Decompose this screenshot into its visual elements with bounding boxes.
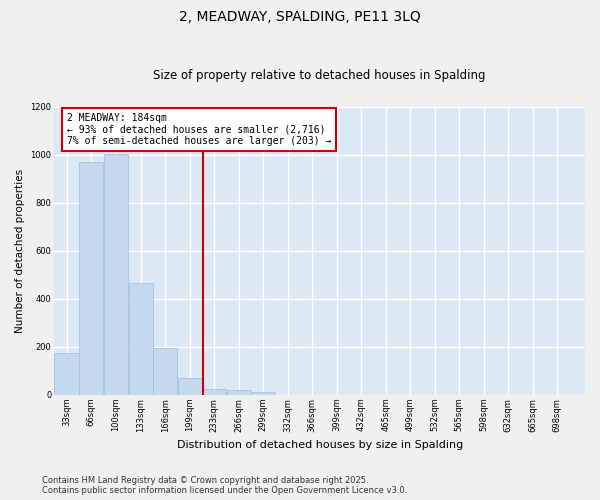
X-axis label: Distribution of detached houses by size in Spalding: Distribution of detached houses by size … [176, 440, 463, 450]
Bar [251, 392, 275, 395]
Bar [153, 348, 178, 395]
Bar [128, 283, 153, 395]
Title: Size of property relative to detached houses in Spalding: Size of property relative to detached ho… [154, 69, 486, 82]
Bar [55, 353, 79, 395]
Y-axis label: Number of detached properties: Number of detached properties [15, 169, 25, 333]
Bar [178, 378, 202, 395]
Text: Contains HM Land Registry data © Crown copyright and database right 2025.
Contai: Contains HM Land Registry data © Crown c… [42, 476, 407, 495]
Text: 2, MEADWAY, SPALDING, PE11 3LQ: 2, MEADWAY, SPALDING, PE11 3LQ [179, 10, 421, 24]
Bar [104, 154, 128, 395]
Bar [79, 162, 103, 395]
Bar [202, 389, 226, 395]
Text: 2 MEADWAY: 184sqm
← 93% of detached houses are smaller (2,716)
7% of semi-detach: 2 MEADWAY: 184sqm ← 93% of detached hous… [67, 113, 331, 146]
Bar [227, 390, 251, 395]
